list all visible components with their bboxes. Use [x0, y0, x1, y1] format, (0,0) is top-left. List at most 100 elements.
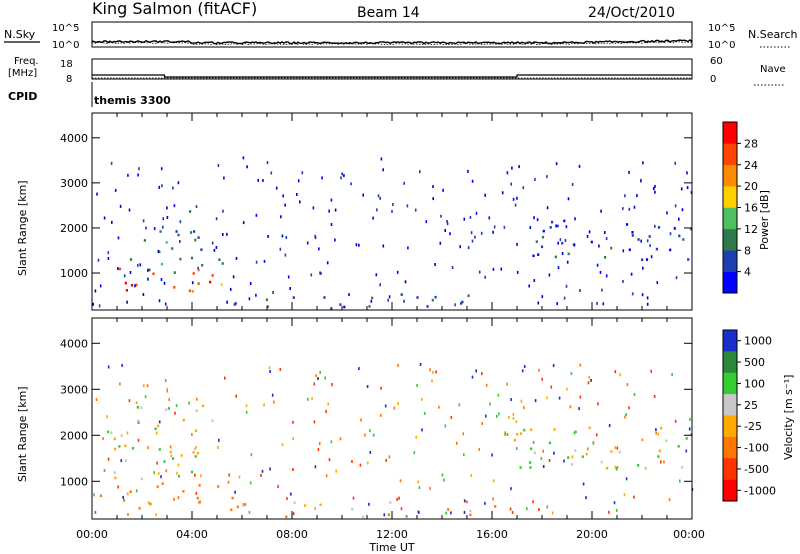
power-panel: 1000 2000 3000 4000 Slant Range [km]	[16, 112, 693, 311]
velocity-sparse-cell	[458, 403, 461, 407]
power-sparse-cell	[674, 204, 677, 208]
velocity-sparse-cell	[625, 413, 627, 417]
velocity-sparse-cell	[372, 433, 375, 437]
power-sparse-cell	[99, 284, 102, 288]
velocity-cell	[600, 460, 603, 464]
velocity-cell	[236, 505, 239, 509]
velocity-sparse-cell	[616, 446, 619, 450]
power-sparse-cell	[287, 275, 290, 279]
velocity-colorbar-tick-label: 1000	[744, 335, 772, 348]
power-sparse-cell	[145, 226, 147, 230]
power-sparse-cell	[628, 207, 631, 211]
velocity-sparse-cell	[175, 404, 178, 408]
velocity-sparse-cell	[199, 500, 201, 504]
velocity-sparse-cell	[509, 507, 512, 511]
power-sparse-cell	[680, 187, 683, 191]
xtick-0: 00:00	[76, 528, 108, 541]
velocity-sparse-cell	[135, 489, 138, 493]
power-sparse-cell	[546, 206, 549, 210]
power-cell	[669, 248, 672, 252]
power-cell	[339, 303, 342, 306]
velocity-sparse-cell	[456, 441, 458, 445]
velocity-sparse-cell	[234, 490, 236, 494]
power-sparse-cell	[624, 194, 626, 198]
velocity-cell	[285, 515, 288, 519]
velocity-sparse-cell	[122, 495, 124, 499]
power-sparse-cell	[636, 194, 638, 198]
power-cell	[540, 245, 544, 249]
power-cell	[541, 235, 545, 239]
velocity-sparse-cell	[153, 471, 155, 475]
power-cell	[631, 231, 634, 234]
velocity-sparse-cell	[380, 386, 382, 390]
velocity-sparse-cell	[147, 501, 150, 505]
velocity-cell	[231, 496, 234, 500]
power-sparse-cell	[518, 165, 520, 169]
power-cell	[556, 224, 559, 228]
velocity-cell	[519, 466, 522, 469]
power-sparse-cell	[604, 231, 606, 234]
power-sparse-cell	[226, 232, 228, 236]
velocity-cell	[169, 450, 172, 454]
velocity-sparse-cell	[450, 415, 453, 419]
velocity-sparse-cell	[644, 466, 647, 470]
velocity-sparse-cell	[538, 508, 540, 511]
velocity-sparse-cell	[532, 500, 534, 504]
power-sparse-cell	[573, 243, 576, 247]
power-y-ticks: 1000 2000 3000 4000	[60, 132, 692, 280]
power-data-points	[92, 156, 693, 310]
velocity-sparse-cell	[492, 479, 495, 483]
velocity-sparse-cell	[550, 385, 553, 389]
nsearch-tick-top: 10^5	[708, 23, 735, 34]
power-ylabel: Slant Range [km]	[16, 180, 29, 276]
velocity-colorbar-segment	[723, 479, 737, 502]
velocity-sparse-cell	[318, 442, 321, 445]
power-sparse-cell	[493, 225, 496, 229]
power-sparse-cell	[281, 234, 284, 238]
velocity-sparse-cell	[277, 485, 279, 489]
power-sparse-cell	[579, 289, 581, 292]
power-cell	[460, 302, 463, 305]
velocity-sparse-cell	[398, 496, 400, 500]
power-cell	[690, 227, 693, 231]
velocity-sparse-cell	[471, 375, 474, 379]
velocity-cell	[195, 409, 198, 412]
power-sparse-cell	[555, 224, 557, 228]
power-sparse-cell	[358, 243, 360, 247]
power-cell	[554, 255, 557, 259]
velocity-sparse-cell	[331, 383, 333, 387]
power-sparse-cell	[432, 197, 434, 201]
velocity-sparse-cell	[269, 370, 271, 373]
power-sparse-cell	[601, 288, 603, 292]
power-cell	[190, 256, 194, 260]
power-sparse-cell	[471, 239, 474, 243]
velocity-sparse-cell	[126, 431, 129, 435]
velocity-cell	[137, 421, 140, 424]
power-sparse-cell	[471, 179, 474, 183]
power-colorbar-tick-label: 16	[744, 202, 758, 215]
velocity-sparse-cell	[463, 453, 465, 457]
power-sparse-cell	[267, 235, 269, 238]
velocity-cell	[198, 501, 201, 504]
power-sparse-cell	[446, 220, 448, 223]
power-sparse-cell	[388, 295, 391, 299]
power-colorbar-segment	[723, 250, 737, 272]
velocity-sparse-cell	[165, 469, 168, 473]
nsky-tick-top: 10^5	[52, 23, 79, 34]
power-sparse-cell	[565, 225, 568, 229]
velocity-sparse-cell	[146, 384, 149, 388]
velocity-sparse-cell	[196, 397, 198, 401]
velocity-cell	[192, 451, 195, 454]
velocity-sparse-cell	[128, 399, 131, 403]
power-sparse-cell	[164, 302, 167, 306]
velocity-sparse-cell	[279, 367, 282, 371]
power-sparse-cell	[484, 193, 486, 197]
power-cell	[124, 281, 127, 285]
velocity-sparse-cell	[534, 399, 537, 403]
power-sparse-cell	[522, 186, 525, 190]
power-sparse-cell	[142, 293, 145, 296]
velocity-sparse-cell	[166, 387, 168, 391]
power-sparse-cell	[666, 211, 668, 215]
power-sparse-cell	[555, 162, 558, 166]
